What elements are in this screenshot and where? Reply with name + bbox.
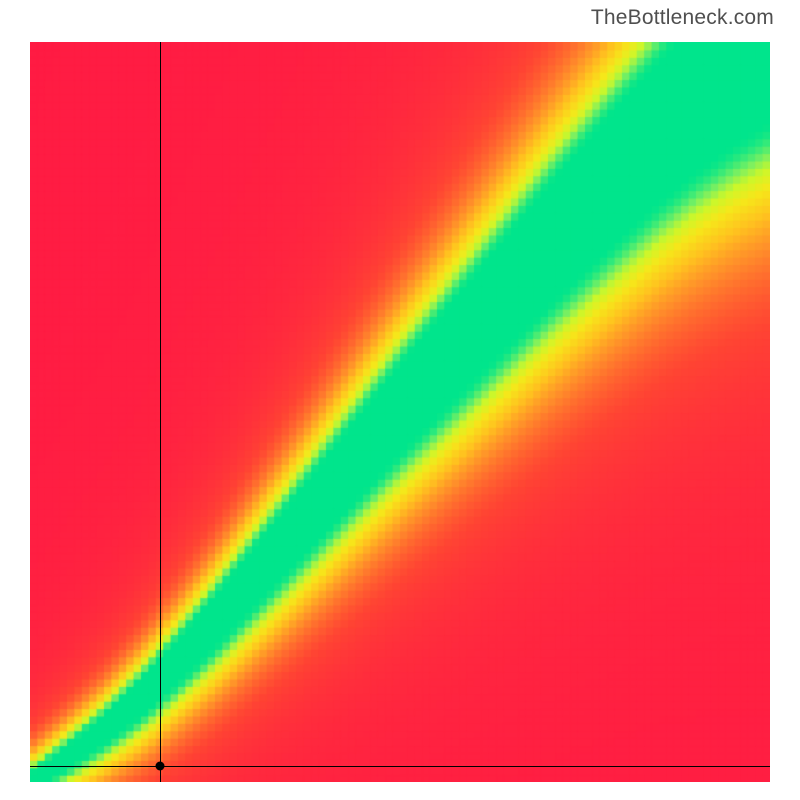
crosshair-marker <box>155 761 164 770</box>
attribution-text: TheBottleneck.com <box>591 6 774 30</box>
heatmap-canvas <box>30 42 770 782</box>
crosshair-horizontal <box>30 766 770 767</box>
crosshair-vertical <box>160 42 161 782</box>
heatmap-plot <box>30 42 770 782</box>
